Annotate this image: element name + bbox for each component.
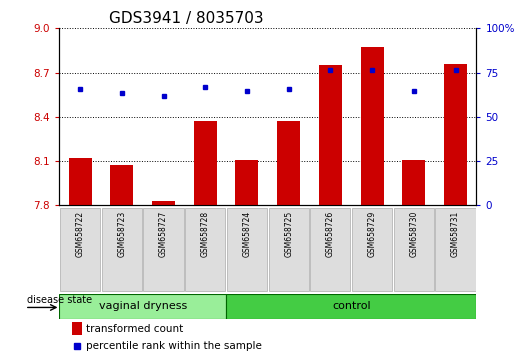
FancyBboxPatch shape (311, 208, 350, 291)
Text: GSM658725: GSM658725 (284, 211, 293, 257)
FancyBboxPatch shape (352, 208, 392, 291)
Text: GSM658729: GSM658729 (368, 211, 376, 257)
FancyBboxPatch shape (144, 208, 183, 291)
Text: GSM658722: GSM658722 (76, 211, 84, 257)
Bar (444, 64, 467, 205)
FancyBboxPatch shape (227, 208, 267, 291)
Text: control: control (332, 301, 371, 311)
FancyBboxPatch shape (60, 208, 100, 291)
Bar (152, 201, 175, 205)
FancyBboxPatch shape (436, 208, 475, 291)
Text: GSM658727: GSM658727 (159, 211, 168, 257)
FancyBboxPatch shape (269, 208, 308, 291)
FancyBboxPatch shape (226, 294, 476, 319)
Bar (72, 322, 82, 335)
Bar (235, 160, 259, 205)
Text: GSM658728: GSM658728 (201, 211, 210, 257)
Text: GDS3941 / 8035703: GDS3941 / 8035703 (109, 11, 264, 26)
FancyBboxPatch shape (394, 208, 434, 291)
FancyBboxPatch shape (102, 208, 142, 291)
Bar (402, 160, 425, 205)
FancyBboxPatch shape (59, 294, 226, 319)
Bar (194, 121, 217, 205)
Bar (110, 165, 133, 205)
Text: GSM658726: GSM658726 (326, 211, 335, 257)
Bar (277, 121, 300, 205)
Text: GSM658731: GSM658731 (451, 211, 460, 257)
Text: vaginal dryness: vaginal dryness (98, 301, 187, 311)
Text: transformed count: transformed count (87, 324, 183, 333)
Text: GSM658724: GSM658724 (243, 211, 251, 257)
Bar (68, 158, 92, 205)
Bar (360, 47, 384, 205)
Text: percentile rank within the sample: percentile rank within the sample (87, 341, 262, 351)
Bar (319, 65, 342, 205)
FancyBboxPatch shape (185, 208, 225, 291)
Text: GSM658723: GSM658723 (117, 211, 126, 257)
Text: disease state: disease state (27, 295, 92, 305)
Text: GSM658730: GSM658730 (409, 211, 418, 257)
